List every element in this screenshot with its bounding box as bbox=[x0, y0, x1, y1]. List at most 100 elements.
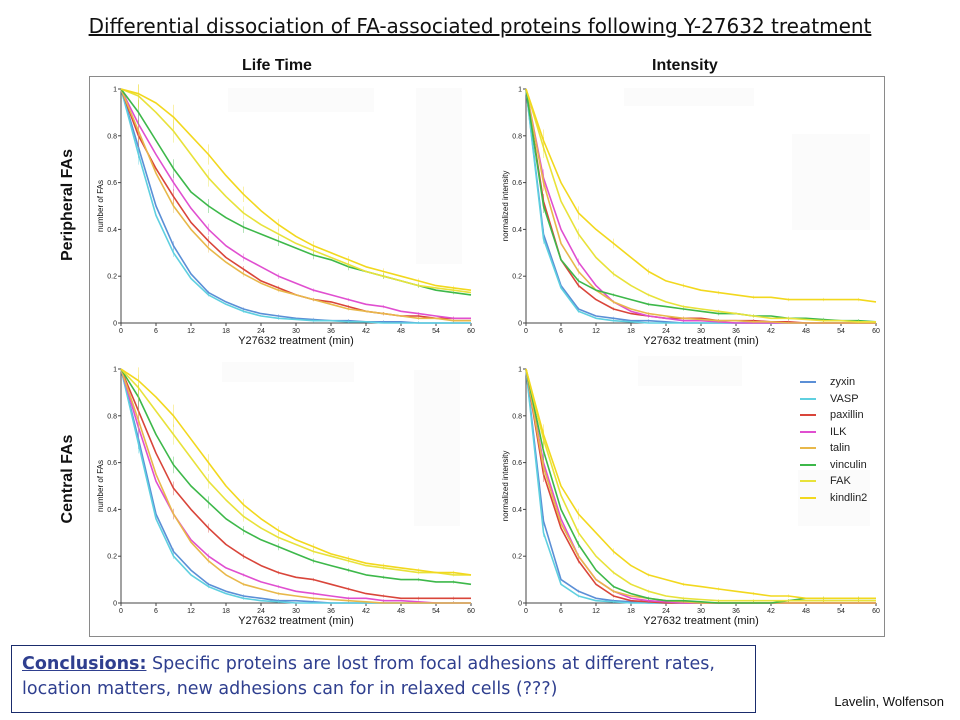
x-tick-label: 48 bbox=[802, 328, 810, 335]
legend-label: talin bbox=[830, 442, 851, 455]
legend-label: ILK bbox=[830, 425, 847, 438]
slide-title: Differential dissociation of FA-associat… bbox=[88, 14, 872, 38]
series-line-vinculin bbox=[120, 368, 472, 586]
y-tick-label: 1 bbox=[113, 87, 117, 94]
x-tick-label: 36 bbox=[732, 608, 740, 615]
x-tick-label: 60 bbox=[872, 608, 880, 615]
blank-patch bbox=[792, 134, 870, 230]
legend-swatch bbox=[800, 414, 816, 417]
y-tick-label: 0 bbox=[113, 601, 117, 608]
legend-item-kindlin2: kindlin2 bbox=[800, 490, 867, 507]
y-axis-label: normalized intensity bbox=[501, 451, 510, 522]
legend-item-vinculin: vinculin bbox=[800, 457, 867, 474]
y-tick-label: 0.4 bbox=[107, 227, 117, 234]
blank-patch bbox=[228, 88, 374, 112]
series-line-kindlin2 bbox=[120, 368, 472, 576]
x-tick-label: 30 bbox=[697, 328, 705, 335]
x-tick-label: 18 bbox=[222, 328, 230, 335]
x-tick-label: 36 bbox=[732, 328, 740, 335]
x-tick-label: 42 bbox=[362, 608, 370, 615]
x-tick-label: 60 bbox=[467, 328, 475, 335]
x-tick-label: 24 bbox=[257, 608, 265, 615]
legend-item-paxillin: paxillin bbox=[800, 407, 867, 424]
column-header-lifetime: Life Time bbox=[242, 57, 312, 74]
y-tick-label: 0.6 bbox=[512, 180, 522, 187]
x-tick-label: 18 bbox=[222, 608, 230, 615]
y-tick-label: 0.8 bbox=[512, 133, 522, 140]
y-tick-label: 0.6 bbox=[107, 180, 117, 187]
x-axis-label: Y27632 treatment (min) bbox=[643, 335, 759, 347]
series-line-talin bbox=[120, 88, 471, 322]
x-tick-label: 6 bbox=[559, 328, 563, 335]
x-tick-label: 0 bbox=[119, 608, 123, 615]
chart-central-intensity: 0 6 12 18 24 30 36 42 48 54 60 0 0.2 0.4 0.6 0.8 1 Y27632… bbox=[501, 356, 880, 627]
legend-item-zyxin: zyxin bbox=[800, 374, 867, 391]
column-header-intensity: Intensity bbox=[652, 57, 718, 74]
x-tick-label: 18 bbox=[627, 608, 635, 615]
x-tick-label: 48 bbox=[397, 328, 405, 335]
y-tick-label: 1 bbox=[518, 87, 522, 94]
x-axis-label: Y27632 treatment (min) bbox=[238, 335, 354, 347]
series-line-kindlin2 bbox=[525, 88, 877, 303]
legend-label: kindlin2 bbox=[830, 491, 868, 504]
y-axis-label: number of FAs bbox=[96, 460, 105, 512]
series-line-talin bbox=[525, 368, 876, 604]
x-tick-label: 12 bbox=[187, 328, 195, 335]
series-line-FAK bbox=[525, 88, 876, 323]
series-line-talin bbox=[120, 368, 471, 604]
x-tick-label: 18 bbox=[627, 328, 635, 335]
x-tick-label: 0 bbox=[524, 328, 528, 335]
blank-patch bbox=[638, 356, 742, 386]
x-tick-label: 54 bbox=[432, 328, 440, 335]
legend-swatch bbox=[800, 447, 816, 450]
legend-swatch bbox=[800, 496, 816, 499]
legend-label: zyxin bbox=[830, 376, 856, 389]
legend-label: paxillin bbox=[830, 409, 864, 422]
x-axis-label: Y27632 treatment (min) bbox=[643, 615, 759, 627]
x-axis-label: Y27632 treatment (min) bbox=[238, 615, 354, 627]
blank-patch bbox=[414, 370, 460, 526]
conclusions-text: Specific proteins are lost from focal ad… bbox=[22, 654, 715, 699]
x-tick-label: 24 bbox=[662, 608, 670, 615]
x-tick-label: 30 bbox=[292, 608, 300, 615]
y-tick-label: 1 bbox=[113, 367, 117, 374]
legend-item-talin: talin bbox=[800, 440, 867, 457]
y-tick-label: 0.8 bbox=[512, 413, 522, 420]
x-tick-label: 42 bbox=[767, 328, 775, 335]
legend-swatch bbox=[800, 480, 816, 483]
x-tick-label: 54 bbox=[432, 608, 440, 615]
series-line-vinculin bbox=[525, 88, 877, 323]
y-tick-label: 0 bbox=[113, 321, 117, 328]
conclusions-lead: Conclusions: bbox=[22, 654, 147, 674]
x-tick-label: 42 bbox=[767, 608, 775, 615]
chart-peripheral-lifetime: 0 6 12 18 24 30 36 42 48 54 60 0 0.2 0.4 0.6 0.8 1 Y27632… bbox=[96, 84, 475, 347]
series-line-paxillin bbox=[120, 368, 471, 600]
y-tick-label: 0.8 bbox=[107, 413, 117, 420]
x-tick-label: 0 bbox=[119, 328, 123, 335]
chart-legend: zyxin VASP paxillin ILK talin vinculin FAK kind… bbox=[800, 374, 867, 506]
series-line-ILK bbox=[120, 88, 471, 320]
series-line-FAK bbox=[120, 88, 472, 294]
legend-swatch bbox=[800, 397, 816, 400]
series-line-VASP bbox=[120, 88, 471, 324]
blank-patch bbox=[416, 88, 462, 264]
y-tick-label: 0.2 bbox=[107, 274, 117, 281]
author-credit: Lavelin, Wolfenson bbox=[834, 694, 944, 709]
legend-swatch bbox=[800, 430, 816, 433]
x-tick-label: 6 bbox=[559, 608, 563, 615]
x-tick-label: 30 bbox=[697, 608, 705, 615]
series-line-FAK bbox=[525, 368, 876, 602]
legend-swatch bbox=[800, 463, 816, 466]
y-tick-label: 0.8 bbox=[107, 133, 117, 140]
y-axis-label: normalized intensity bbox=[501, 171, 510, 242]
y-tick-label: 0.4 bbox=[107, 507, 117, 514]
y-tick-label: 0.2 bbox=[512, 274, 522, 281]
series-line-FAK bbox=[120, 368, 471, 576]
series-line-talin bbox=[525, 88, 876, 324]
y-tick-label: 0.6 bbox=[107, 460, 117, 467]
y-tick-label: 0 bbox=[518, 321, 522, 328]
y-tick-label: 0.4 bbox=[512, 227, 522, 234]
x-tick-label: 30 bbox=[292, 328, 300, 335]
x-tick-label: 48 bbox=[397, 608, 405, 615]
